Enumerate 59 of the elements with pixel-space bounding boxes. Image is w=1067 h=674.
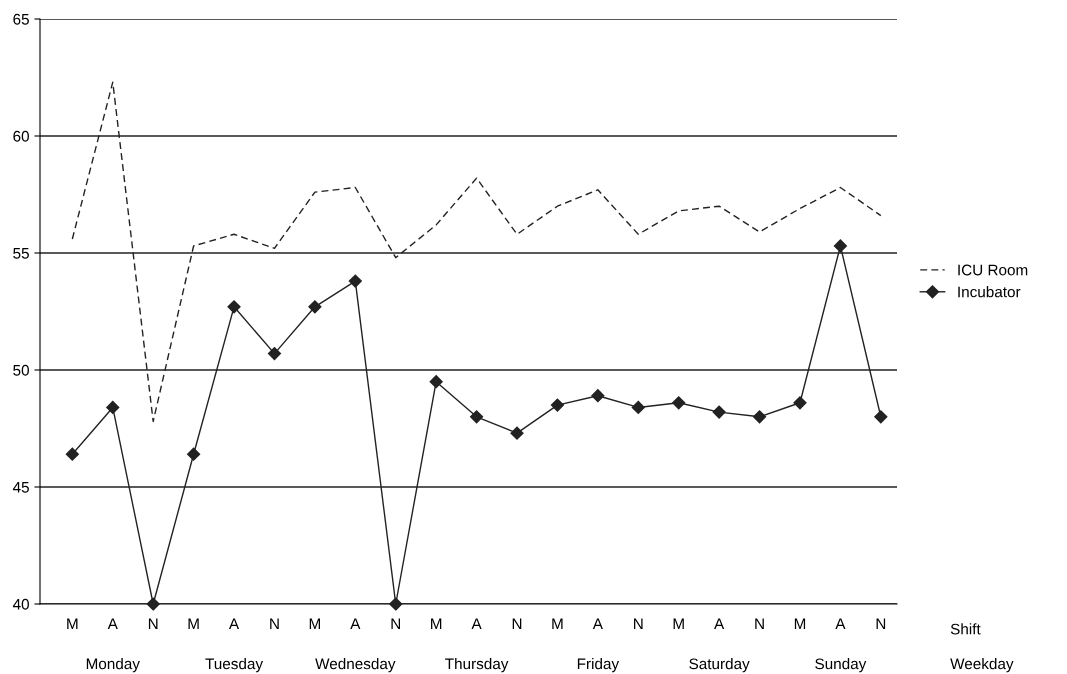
point	[469, 410, 484, 424]
point	[591, 389, 605, 403]
x-tick-label: A	[471, 618, 482, 629]
point	[550, 398, 565, 412]
point	[672, 396, 686, 410]
x-tick-label: N	[391, 618, 401, 629]
point	[65, 447, 79, 461]
text: Monday	[86, 657, 140, 673]
point	[227, 300, 241, 314]
text: Weekday	[950, 657, 1014, 673]
x-tick-label: M	[552, 618, 563, 629]
text: Shift	[950, 623, 981, 635]
x-tick-label: A	[350, 618, 361, 629]
text: Saturday	[689, 657, 750, 673]
text: Wednesday	[315, 657, 396, 673]
x-tick-label: N	[512, 618, 522, 629]
x-tick-label: M	[188, 618, 199, 629]
point	[793, 396, 807, 410]
y-tick-label: 40	[12, 598, 29, 610]
y-tick-label: 50	[13, 364, 29, 376]
point	[874, 410, 888, 424]
y-tick-label: 60	[13, 130, 29, 142]
text: Sunday	[815, 657, 867, 673]
y-tick-label: 65	[13, 13, 29, 25]
point	[187, 447, 201, 461]
x-tick-label: M	[431, 618, 442, 629]
point	[348, 274, 362, 288]
point	[308, 300, 322, 314]
x-tick-label: N	[755, 618, 764, 629]
text: Friday	[577, 657, 620, 673]
x-tick-label: N	[148, 618, 158, 629]
point	[146, 597, 160, 611]
y-tick-label: 45	[12, 482, 29, 493]
point	[631, 400, 645, 415]
x-tick-label: M	[309, 618, 320, 629]
point	[712, 405, 726, 419]
point	[267, 347, 282, 361]
x-tick-label: N	[270, 618, 279, 629]
x-tick-label: M	[67, 618, 78, 629]
x-tick-label: M	[794, 618, 806, 629]
point	[752, 410, 767, 424]
text: Thursday	[445, 657, 509, 673]
point	[429, 375, 443, 389]
x-tick-label: A	[107, 618, 118, 629]
x-tick-label: N	[876, 618, 886, 629]
point	[833, 239, 847, 253]
point	[106, 400, 120, 415]
x-tick-label: A	[835, 618, 846, 629]
x-tick-label: A	[228, 618, 240, 629]
x-tick-label: A	[714, 618, 725, 629]
text: Tuesday	[205, 657, 264, 673]
x-tick-label: M	[673, 618, 684, 629]
point	[389, 597, 403, 611]
x-tick-label: N	[634, 618, 643, 629]
legend-label: ICU Room	[958, 264, 1028, 276]
point	[510, 426, 524, 440]
legend-label: Incubator	[958, 286, 1021, 298]
x-tick-label: A	[592, 618, 603, 629]
y-tick-label: 55	[13, 248, 29, 259]
